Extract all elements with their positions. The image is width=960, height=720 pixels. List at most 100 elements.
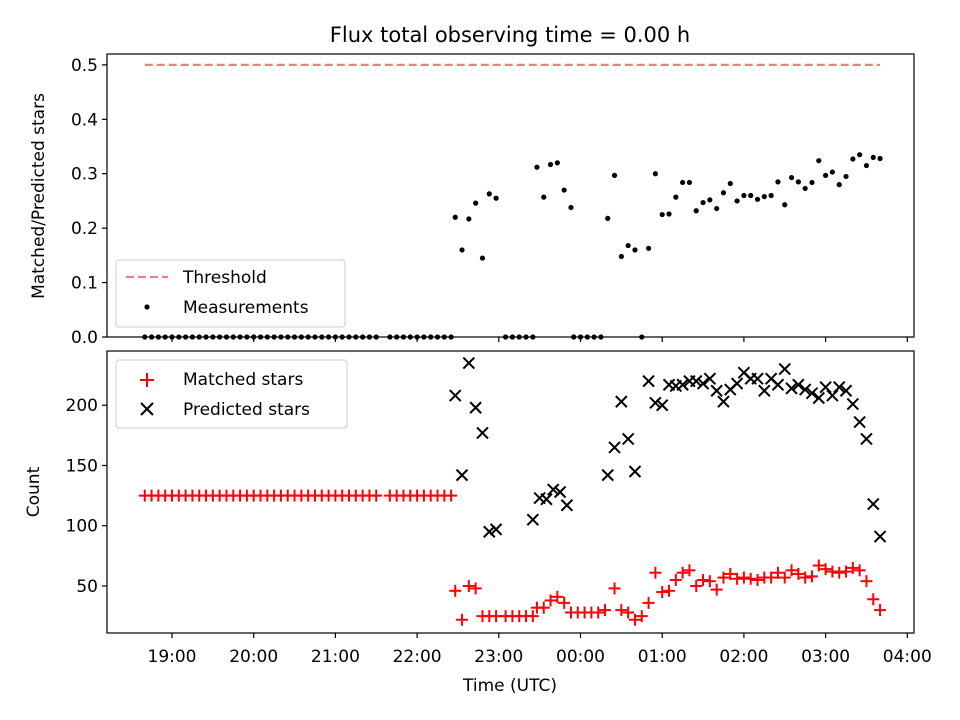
measurement-point <box>754 196 761 202</box>
predicted-star-point <box>846 397 860 411</box>
matched-star-point <box>445 489 458 502</box>
predicted-star-point <box>710 384 723 397</box>
predicted-star-point <box>717 395 730 408</box>
predicted-star-point <box>649 396 662 410</box>
predicted-star-point <box>621 432 635 446</box>
matched-star-point <box>846 561 859 574</box>
matched-star-point <box>833 566 846 579</box>
predicted-star-point <box>771 378 785 391</box>
predicted-star-point <box>615 395 628 408</box>
measurement-point <box>857 152 863 158</box>
x-tick-label: 21:00 <box>311 647 360 667</box>
predicted-star-point <box>696 377 710 390</box>
measurement-point <box>473 200 479 206</box>
matched-star-point <box>608 582 621 595</box>
matched-star-point <box>697 573 710 586</box>
matched-star-point <box>526 610 539 623</box>
threshold-legend-label: Threshold <box>182 268 267 288</box>
measurement-point <box>625 242 631 249</box>
matched-star-point <box>462 580 475 592</box>
measurement-point <box>666 211 672 217</box>
matched-star-point <box>628 613 641 626</box>
measurement-point <box>788 174 795 181</box>
measurement-point <box>680 179 686 186</box>
matched-star-point <box>778 571 791 584</box>
matched-star-point <box>874 604 887 617</box>
measurement-point <box>568 204 574 211</box>
measurement-point <box>802 185 808 192</box>
measurement-point <box>877 155 883 162</box>
x-tick-label: 02:00 <box>719 647 768 667</box>
top-y-tick-label: 0.2 <box>71 219 98 239</box>
predicted-star-point <box>805 386 819 400</box>
measurement-point <box>727 180 733 187</box>
matched-star-point <box>622 606 635 619</box>
measurement-point <box>829 169 836 175</box>
bottom-y-tick-label: 150 <box>66 456 98 476</box>
measurement-point <box>782 202 788 208</box>
predicted-star-point <box>676 378 689 391</box>
matched-stars-series <box>138 489 887 626</box>
top-panel: 0.0 0.1 0.2 0.3 0.4 0.5 Matched/Predicted sta… <box>29 53 915 348</box>
predicted-star-point <box>553 485 567 499</box>
measurement-point <box>795 179 801 185</box>
predicted-star-point <box>839 384 853 397</box>
measurement-point <box>652 171 658 177</box>
predicted-star-point <box>526 513 540 526</box>
x-tick-label: 00:00 <box>556 647 605 667</box>
measurement-point <box>707 197 713 203</box>
bottom-y-tick-label: 100 <box>66 517 98 537</box>
matched-star-point <box>860 575 873 588</box>
predicted-star-point <box>462 356 476 370</box>
matched-star-point <box>731 572 744 585</box>
matched-star-point <box>744 572 757 585</box>
measurement-point <box>720 190 727 196</box>
predicted-star-point <box>540 493 553 506</box>
predicted-star-point <box>547 483 560 496</box>
measurement-point <box>816 158 822 164</box>
predicted-star-point <box>751 372 764 385</box>
predicted-star-point <box>476 426 489 440</box>
measurement-point <box>809 179 815 186</box>
measurement-point <box>534 164 540 170</box>
predicted-star-point <box>833 380 846 394</box>
measurement-point <box>836 182 842 188</box>
top-y-ticks: 0.0 0.1 0.2 0.3 0.4 0.5 <box>71 56 107 348</box>
matched-star-point <box>642 596 655 609</box>
measurement-point <box>554 160 560 166</box>
matched-star-point <box>649 566 662 579</box>
predicted-star-point <box>853 415 866 429</box>
measurement-point <box>700 199 706 206</box>
matched-star-point <box>840 565 853 578</box>
measurement-point <box>486 191 492 197</box>
predicted-star-point <box>449 389 462 402</box>
matched-star-point <box>690 580 703 592</box>
measurement-point <box>618 253 624 260</box>
top-x-ticks <box>171 337 908 342</box>
top-axes-frame <box>106 53 915 338</box>
predicted-star-point <box>655 399 669 412</box>
predicted-star-point <box>455 468 469 482</box>
matched-star-point <box>683 564 696 577</box>
matched-star-point <box>635 610 648 623</box>
measurement-point <box>863 162 870 169</box>
matched-star-point <box>537 601 550 614</box>
predicted-star-point <box>812 391 825 405</box>
chart-title: Flux total observing time = 0.00 h <box>330 23 690 47</box>
top-y-tick-label: 0.1 <box>71 274 98 294</box>
x-tick-label: 01:00 <box>638 647 687 667</box>
measurements-legend-label: Measurements <box>183 298 309 318</box>
matched-star-point <box>826 565 839 578</box>
measurement-point <box>693 208 699 214</box>
bottom-y-axis-label: Count <box>24 466 44 517</box>
measurement-point <box>493 195 499 201</box>
measurement-point <box>611 172 618 178</box>
predicted-star-point <box>778 362 791 376</box>
matched-star-point <box>765 571 778 584</box>
measurement-point <box>452 214 458 220</box>
matched-star-point <box>737 571 750 584</box>
predicted-legend-label: Predicted stars <box>183 400 310 420</box>
bottom-y-ticks: 50 100 150 200 <box>66 396 107 597</box>
predicted-star-point <box>758 384 771 397</box>
